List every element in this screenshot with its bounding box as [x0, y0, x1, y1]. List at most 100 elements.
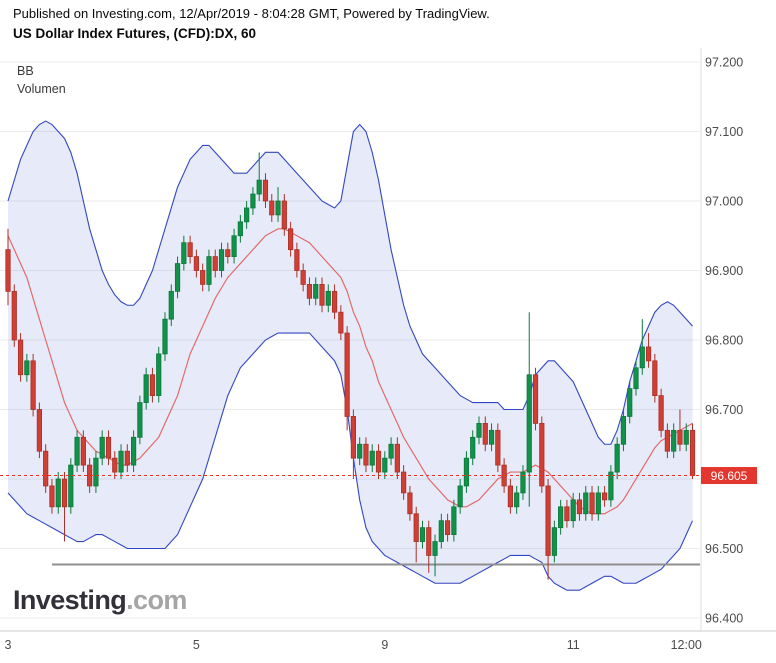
candle-body	[382, 457, 388, 473]
candle-body	[507, 485, 514, 508]
candle-body	[61, 478, 68, 508]
candle-body	[664, 429, 671, 452]
candle	[514, 485, 520, 514]
candle	[137, 395, 143, 445]
candle-body	[476, 422, 482, 438]
candle	[5, 228, 11, 306]
candle-body	[74, 436, 80, 466]
candle	[470, 430, 476, 466]
candle-body	[306, 283, 313, 299]
candle	[206, 249, 212, 292]
candle-body	[620, 416, 627, 445]
candle-body	[375, 450, 382, 473]
candle-body	[369, 450, 375, 466]
candle-body	[325, 290, 331, 306]
time-tick-label: 5	[193, 638, 200, 652]
candle	[30, 353, 36, 417]
candle	[11, 284, 17, 347]
candle	[168, 284, 174, 327]
candle-body	[11, 290, 17, 341]
candle	[193, 249, 199, 278]
candle	[583, 485, 589, 521]
candle	[413, 506, 419, 563]
indicator-legend: BB Volumen	[17, 62, 66, 98]
candle-body	[401, 471, 407, 494]
candle	[187, 235, 193, 264]
candle	[300, 263, 306, 292]
candle-body	[193, 256, 199, 271]
candle	[495, 423, 501, 473]
candle-body	[30, 360, 36, 410]
candle-body	[49, 485, 55, 508]
time-tick-label: 9	[381, 638, 388, 652]
candle	[375, 444, 382, 479]
candle	[93, 451, 99, 493]
candle-body	[426, 527, 432, 556]
candle	[24, 353, 30, 382]
candle	[627, 381, 633, 424]
candle-body	[520, 471, 526, 494]
candle-body	[526, 374, 532, 473]
price-tick-label: 97.000	[705, 195, 743, 209]
last-price-badge: 96.605	[701, 467, 757, 485]
candle-body	[457, 485, 463, 508]
candle	[488, 423, 495, 452]
candle-body	[5, 249, 11, 292]
candle	[212, 249, 218, 278]
candle	[143, 367, 149, 410]
candle-body	[225, 249, 231, 257]
candle	[639, 319, 645, 375]
candle-body	[206, 256, 212, 285]
candle	[99, 430, 105, 466]
candle-body	[319, 283, 325, 306]
candle	[231, 228, 237, 264]
candle-body	[105, 436, 112, 459]
candle	[262, 173, 269, 208]
candle	[658, 388, 664, 438]
candle	[545, 479, 551, 580]
candle-body	[545, 485, 551, 556]
candle-body	[357, 443, 363, 459]
candle	[244, 201, 250, 229]
candle	[401, 465, 407, 500]
candle-body	[388, 443, 394, 459]
candle	[394, 437, 400, 479]
candle-body	[350, 416, 357, 459]
price-tick-label: 96.700	[705, 403, 743, 417]
candle	[61, 472, 68, 542]
time-tick-label: 12:00	[671, 638, 702, 652]
candle	[319, 277, 325, 313]
candle-body	[652, 360, 658, 397]
candle-body	[300, 270, 306, 285]
candle-body	[645, 346, 652, 362]
chart-plot-area[interactable]	[0, 48, 700, 631]
candle-body	[237, 221, 243, 237]
candle-body	[43, 450, 49, 487]
candle	[382, 451, 388, 479]
candle	[36, 402, 43, 459]
candle-body	[181, 242, 187, 264]
last-price-badge-label: 96.605	[711, 469, 748, 483]
candle-body	[231, 235, 237, 258]
candle	[457, 479, 463, 514]
candle	[388, 437, 394, 466]
candle	[338, 305, 344, 340]
candle-body	[36, 409, 43, 452]
candle	[363, 437, 369, 473]
candle-body	[444, 520, 451, 536]
instrument-title: US Dollar Index Futures, (CFD):DX, 60	[13, 26, 257, 41]
candle-body	[627, 388, 633, 417]
candle	[482, 416, 488, 452]
candle	[539, 416, 545, 493]
candle	[124, 444, 130, 473]
candle-body	[331, 290, 338, 313]
candle	[80, 430, 86, 473]
candle	[130, 430, 137, 473]
candle-body	[539, 422, 545, 487]
candle-body	[294, 249, 300, 271]
candle-body	[156, 353, 162, 396]
last-price-badge-bg	[701, 467, 757, 485]
candle	[438, 513, 444, 549]
candle	[451, 499, 457, 542]
